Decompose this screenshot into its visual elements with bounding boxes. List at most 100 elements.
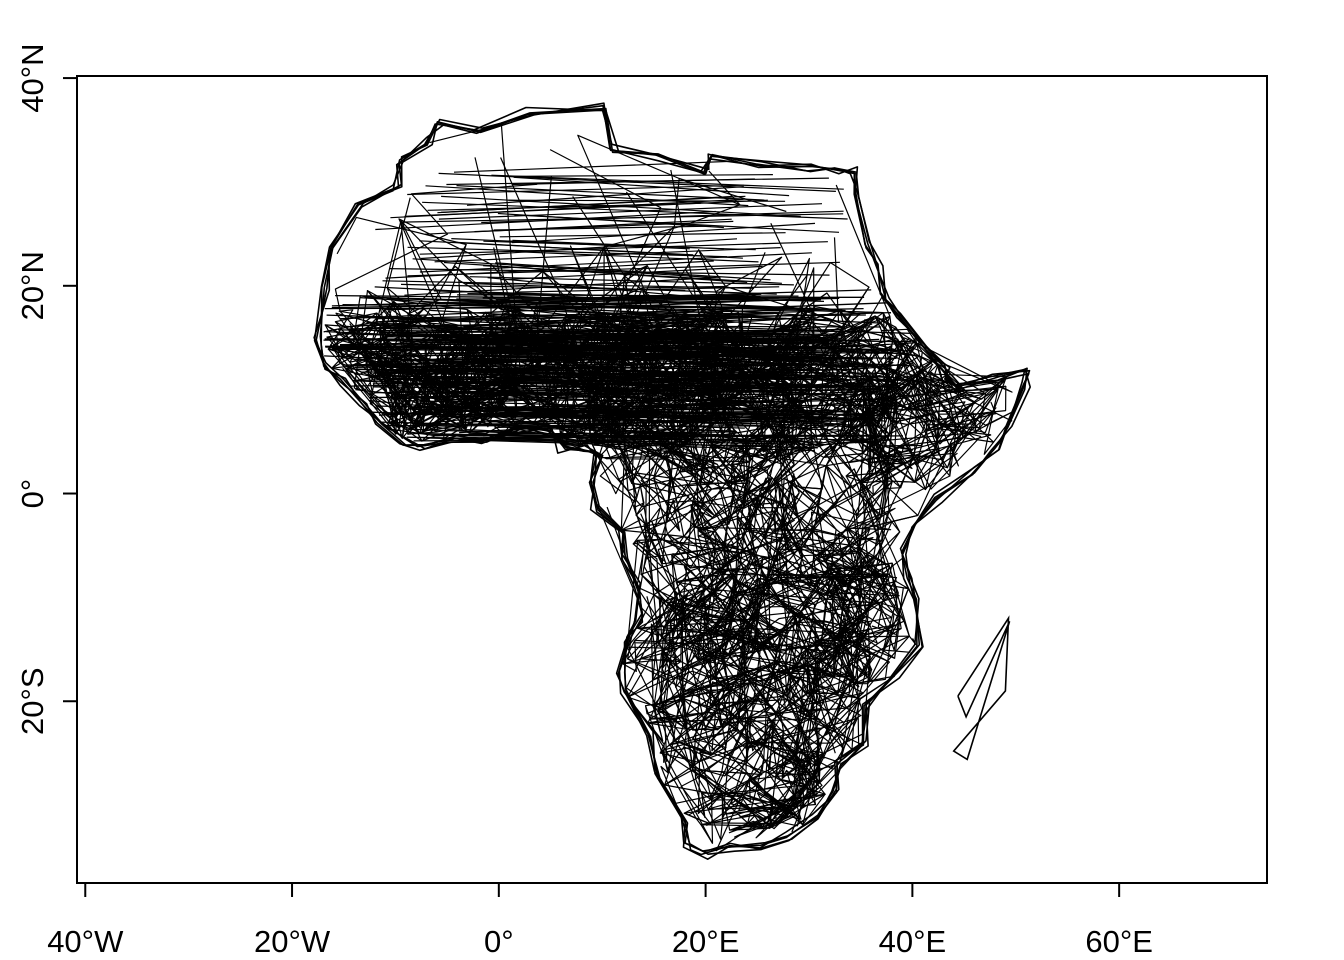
feature-line (835, 184, 987, 429)
feature-line (487, 418, 865, 423)
feature-line (374, 220, 554, 442)
feature-line (364, 220, 530, 413)
feature-line (480, 327, 636, 444)
feature-line (765, 381, 862, 553)
feature-line (433, 290, 825, 303)
feature-line (767, 401, 997, 595)
feature-line (725, 546, 844, 606)
feature-line (664, 703, 844, 830)
feature-line (459, 340, 663, 503)
feature-line (453, 160, 736, 173)
y-tick-label: 20°S (15, 667, 50, 735)
x-tick-label: 40°W (47, 924, 124, 959)
feature-line (730, 724, 817, 827)
feature-line (388, 340, 562, 440)
feature-line (660, 511, 846, 678)
feature-line (748, 292, 871, 380)
feature-line (499, 232, 786, 238)
feature-line (690, 528, 840, 595)
feature-line (691, 353, 803, 484)
feature-line (748, 338, 1013, 436)
feature-line (730, 669, 864, 820)
feature-line (454, 265, 648, 496)
feature-line (714, 571, 787, 710)
feature-line (438, 203, 823, 220)
feature-line (826, 398, 988, 613)
feature-line (706, 636, 852, 834)
feature-line (707, 769, 826, 820)
feature-line (334, 183, 570, 424)
x-tick-label: 40°E (879, 924, 947, 959)
madagascar-line-tangle (952, 615, 1011, 761)
feature-line (622, 612, 722, 731)
feature-line (736, 477, 822, 709)
feature-line (751, 345, 823, 618)
feature-line (650, 463, 891, 663)
feature-line (331, 299, 822, 309)
feature-line (778, 505, 890, 631)
feature-line (545, 170, 741, 404)
feature-line (324, 324, 558, 425)
feature-line (606, 353, 738, 469)
x-tick-label: 0° (484, 924, 514, 959)
feature-line (514, 214, 840, 233)
feature-line (713, 311, 890, 401)
y-tick-label: 0° (15, 479, 50, 509)
feature-line (511, 265, 715, 404)
feature-line (586, 364, 681, 556)
feature-line (707, 296, 963, 424)
feature-line (419, 241, 828, 255)
feature-line (479, 307, 615, 447)
feature-line (370, 329, 704, 456)
feature-line (434, 247, 781, 263)
feature-line (518, 338, 751, 454)
feature-line (846, 338, 997, 483)
feature-line (646, 623, 804, 726)
feature-line (869, 371, 982, 469)
feature-line (603, 246, 728, 432)
feature-line (446, 177, 829, 186)
feature-line (622, 372, 755, 565)
feature-line (618, 424, 732, 495)
y-tick-label: 40°N (15, 43, 50, 112)
x-axis: 40°W 20°W 0° 20°E 40°E 60°E (47, 882, 1153, 959)
feature-line (749, 567, 895, 709)
feature-line (679, 349, 812, 480)
feature-line (326, 318, 474, 376)
feature-line (855, 315, 917, 470)
feature-line (407, 184, 744, 196)
y-axis: 40°N 20°N 0° 20°S (15, 43, 78, 735)
coastline-outline (315, 104, 1028, 855)
feature-line (511, 222, 816, 244)
feature-line (846, 358, 940, 529)
continent-line-tangle (313, 102, 1031, 860)
madagascar-outline (952, 615, 1011, 761)
feature-line (692, 327, 977, 442)
feature-line (626, 539, 819, 833)
feature-line (653, 315, 796, 465)
feature-line (458, 265, 648, 424)
feature-line (666, 533, 822, 808)
feature-line (597, 265, 676, 484)
feature-line (773, 262, 876, 358)
feature-line (626, 306, 816, 410)
feature-line (336, 216, 467, 435)
feature-line (789, 656, 818, 720)
feature-line (626, 504, 717, 742)
feature-line (640, 473, 795, 565)
feature-line (562, 225, 745, 368)
feature-line (491, 174, 844, 190)
feature-line (684, 584, 858, 799)
feature-line (515, 251, 759, 263)
feature-line (481, 210, 844, 224)
feature-line (680, 567, 858, 750)
feature-line (649, 673, 772, 756)
feature-line (454, 270, 611, 391)
feature-line (398, 149, 662, 364)
feature-line (719, 329, 860, 459)
feature-line (639, 456, 736, 538)
feature-line (487, 277, 698, 298)
feature-line (634, 313, 852, 388)
x-tick-label: 20°E (672, 924, 740, 959)
